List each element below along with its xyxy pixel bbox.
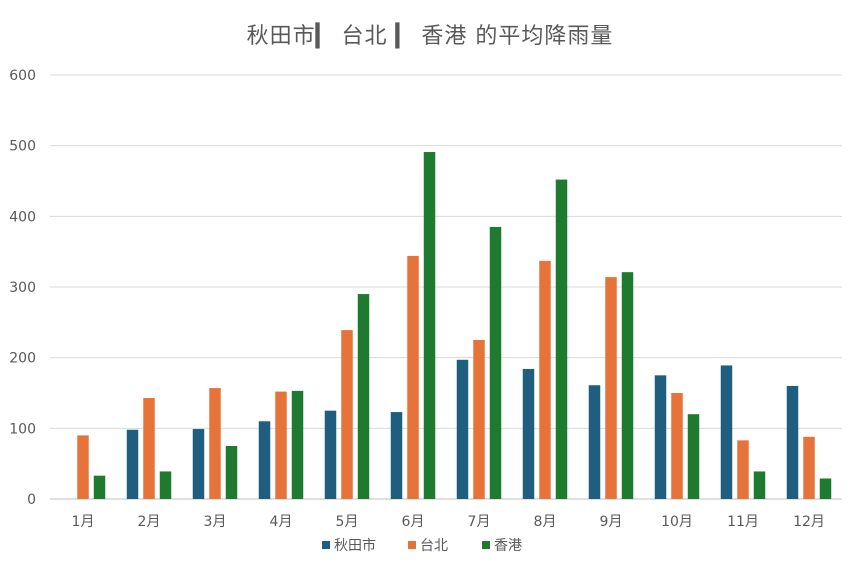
bar-香港-9月 xyxy=(621,272,634,499)
x-tick-label: 4月 xyxy=(270,514,293,530)
bar-香港-7月 xyxy=(489,226,502,499)
bar-香港-4月 xyxy=(291,390,304,499)
bar-台北-10月 xyxy=(671,393,683,499)
y-tick-label: 600 xyxy=(9,68,36,84)
y-tick-label: 300 xyxy=(9,280,36,296)
legend-swatch-台北 xyxy=(408,541,416,549)
bar-香港-5月 xyxy=(357,294,370,499)
legend-swatch-香港 xyxy=(482,541,490,549)
y-tick-label: 0 xyxy=(27,492,36,508)
bar-台北-12月 xyxy=(803,436,815,499)
y-tick-label: 400 xyxy=(9,209,36,225)
bar-香港-6月 xyxy=(423,152,436,499)
bar-layer xyxy=(77,152,832,499)
bar-香港-12月 xyxy=(819,478,832,499)
bar-秋田市-8月 xyxy=(522,368,535,499)
x-tick-label: 12月 xyxy=(793,514,825,530)
x-tick-label: 5月 xyxy=(336,514,359,530)
bar-台北-6月 xyxy=(407,255,419,499)
bar-香港-10月 xyxy=(687,414,700,499)
legend: 秋田市 台北 香港 xyxy=(322,537,522,554)
bar-香港-11月 xyxy=(753,471,766,499)
x-tick-label: 3月 xyxy=(204,514,227,530)
x-tick-label: 7月 xyxy=(468,514,491,530)
bar-台北-3月 xyxy=(209,388,221,499)
bar-台北-1月 xyxy=(77,435,89,499)
bar-台北-7月 xyxy=(473,340,485,499)
x-tick-label: 9月 xyxy=(600,514,623,530)
y-tick-label: 500 xyxy=(9,139,36,155)
bar-秋田市-2月 xyxy=(126,429,139,499)
x-tick-label: 10月 xyxy=(661,514,693,530)
bar-香港-2月 xyxy=(159,471,172,499)
bar-秋田市-9月 xyxy=(588,385,601,499)
x-tick-label: 1月 xyxy=(72,514,95,530)
y-tick-label: 100 xyxy=(9,421,36,437)
bar-香港-8月 xyxy=(555,179,568,499)
bar-秋田市-11月 xyxy=(720,365,733,499)
bar-台北-9月 xyxy=(605,277,617,499)
y-tick-label: 200 xyxy=(9,351,36,367)
bar-秋田市-6月 xyxy=(390,412,403,499)
bar-香港-1月 xyxy=(93,475,106,499)
legend-label-台北: 台北 xyxy=(420,538,448,554)
bar-秋田市-5月 xyxy=(324,410,337,499)
x-tick-label: 11月 xyxy=(727,514,759,530)
legend-label-香港: 香港 xyxy=(494,538,522,554)
bar-香港-3月 xyxy=(225,446,238,499)
bar-台北-8月 xyxy=(539,260,551,499)
bar-台北-11月 xyxy=(737,440,749,499)
legend-swatch-秋田市 xyxy=(322,541,330,549)
x-tick-label: 6月 xyxy=(402,514,425,530)
bar-秋田市-4月 xyxy=(258,421,271,499)
bar-台北-2月 xyxy=(143,397,155,499)
bar-秋田市-3月 xyxy=(192,429,205,499)
bar-台北-4月 xyxy=(275,391,287,499)
x-tick-label: 2月 xyxy=(138,514,161,530)
bar-秋田市-12月 xyxy=(786,385,799,499)
x-tick-label: 8月 xyxy=(534,514,557,530)
bar-台北-5月 xyxy=(341,330,353,499)
legend-label-秋田市: 秋田市 xyxy=(334,537,376,554)
grid-layer: 0 100 200 300 400 500 600 xyxy=(9,68,842,508)
bar-秋田市-10月 xyxy=(654,375,667,499)
x-axis-labels: 1月 2月 3月 4月 5月 6月 7月 8月 9月 10月 11月 12月 xyxy=(72,514,825,530)
chart-title: 秋田市▎ 台北 ▎ 香港 的平均降雨量 xyxy=(246,24,614,49)
bar-秋田市-7月 xyxy=(456,359,469,499)
